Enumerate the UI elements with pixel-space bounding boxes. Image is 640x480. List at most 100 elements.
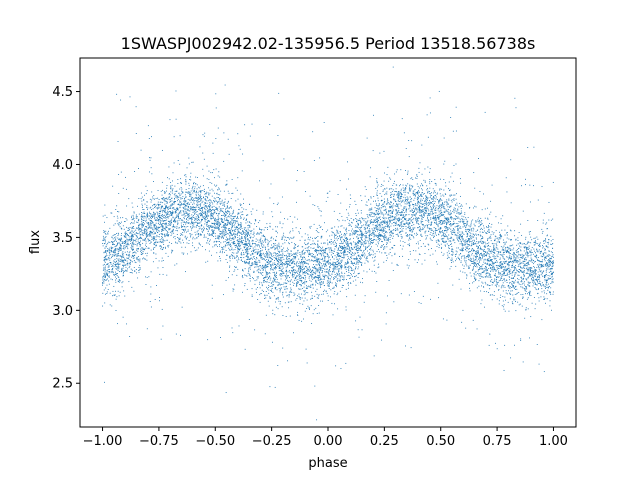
data-point: [486, 252, 488, 254]
data-point: [494, 269, 496, 270]
data-point: [208, 178, 210, 180]
data-point: [377, 236, 379, 238]
data-point: [153, 224, 155, 226]
data-point: [377, 235, 379, 237]
data-point: [109, 253, 111, 255]
data-point: [433, 218, 435, 219]
data-point: [443, 137, 445, 139]
data-point: [329, 266, 331, 268]
data-point: [102, 305, 104, 307]
data-point: [528, 276, 529, 278]
data-point: [545, 252, 547, 254]
data-point: [311, 322, 313, 324]
data-point: [220, 218, 222, 220]
data-point: [194, 218, 196, 220]
data-point: [149, 223, 151, 225]
data-point: [522, 262, 524, 264]
data-point: [357, 220, 359, 222]
data-point: [401, 224, 403, 226]
data-point: [122, 217, 124, 219]
data-point: [301, 269, 303, 270]
data-point: [390, 201, 392, 203]
data-point: [279, 284, 281, 286]
data-point: [134, 261, 136, 263]
data-point: [158, 213, 160, 215]
data-point: [297, 170, 298, 171]
data-point: [294, 278, 296, 279]
data-point: [338, 220, 340, 222]
data-point: [235, 220, 237, 222]
data-point: [494, 275, 496, 277]
data-point: [371, 242, 373, 244]
data-point: [230, 217, 232, 219]
data-point: [409, 184, 411, 186]
data-point: [520, 339, 522, 341]
data-point: [439, 227, 441, 229]
data-point: [365, 225, 367, 227]
data-point: [446, 229, 448, 231]
data-point: [420, 214, 422, 216]
data-point: [498, 272, 499, 274]
data-point: [301, 320, 303, 322]
data-point: [230, 228, 232, 230]
data-point: [127, 264, 129, 266]
data-point: [525, 249, 527, 251]
data-point: [255, 266, 257, 268]
data-point: [137, 233, 139, 235]
data-point: [551, 256, 553, 258]
data-point: [370, 215, 372, 217]
data-point: [121, 260, 123, 262]
data-point: [343, 275, 345, 277]
data-point: [486, 284, 488, 286]
data-point: [270, 261, 271, 263]
data-point: [154, 220, 156, 222]
data-point: [224, 224, 226, 226]
data-point: [400, 222, 402, 224]
data-point: [540, 284, 541, 286]
data-point: [492, 267, 494, 269]
data-point: [492, 254, 494, 256]
data-point: [123, 270, 125, 272]
data-point: [299, 276, 301, 277]
data-point: [500, 234, 502, 236]
data-point: [196, 219, 198, 221]
data-point: [171, 210, 173, 212]
data-point: [426, 114, 428, 116]
data-point: [162, 198, 164, 199]
data-point: [503, 270, 504, 272]
data-point: [416, 178, 418, 179]
data-point: [179, 237, 181, 239]
data-point: [252, 277, 253, 279]
data-point: [232, 223, 233, 225]
data-point: [287, 249, 289, 251]
data-point: [219, 250, 221, 252]
data-point: [273, 271, 275, 273]
data-point: [354, 271, 355, 273]
data-point: [163, 215, 165, 217]
data-point: [527, 242, 529, 244]
data-point: [403, 214, 404, 216]
data-point: [105, 272, 107, 274]
data-point: [339, 258, 341, 260]
data-point: [431, 202, 432, 203]
data-point: [221, 237, 223, 239]
data-point: [247, 239, 249, 240]
data-point: [490, 256, 492, 258]
data-point: [383, 221, 385, 223]
data-point: [120, 217, 121, 219]
data-point: [242, 243, 244, 245]
data-point: [186, 205, 188, 207]
data-point: [311, 276, 313, 278]
data-point: [282, 291, 284, 293]
data-point: [549, 291, 551, 293]
data-point: [482, 268, 484, 270]
data-point: [509, 249, 511, 251]
data-point: [441, 203, 443, 205]
data-point: [226, 205, 228, 207]
data-point: [425, 238, 427, 240]
data-point: [340, 255, 342, 257]
data-point: [292, 269, 294, 271]
data-point: [213, 209, 215, 211]
data-point: [211, 233, 213, 235]
data-point: [386, 232, 388, 234]
